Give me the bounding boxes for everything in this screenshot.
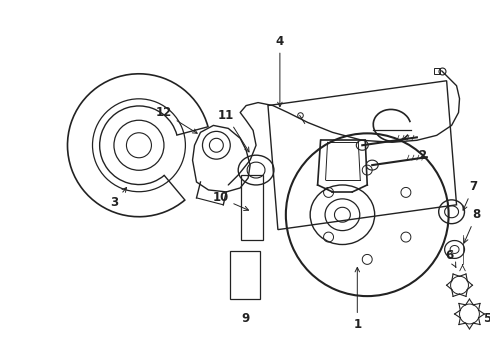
Text: 8: 8 — [464, 208, 481, 243]
Text: 6: 6 — [445, 249, 456, 267]
Text: 2: 2 — [418, 149, 426, 162]
Text: 3: 3 — [110, 188, 126, 209]
Text: 1: 1 — [353, 267, 361, 331]
Bar — [241, 175, 263, 239]
Text: 10: 10 — [212, 192, 248, 211]
Bar — [230, 252, 260, 299]
Text: 4: 4 — [276, 35, 284, 107]
Text: 9: 9 — [241, 312, 249, 325]
Text: 11: 11 — [218, 109, 249, 152]
Text: 7: 7 — [463, 180, 477, 210]
Text: 12: 12 — [156, 106, 197, 133]
Text: 5: 5 — [483, 312, 490, 325]
